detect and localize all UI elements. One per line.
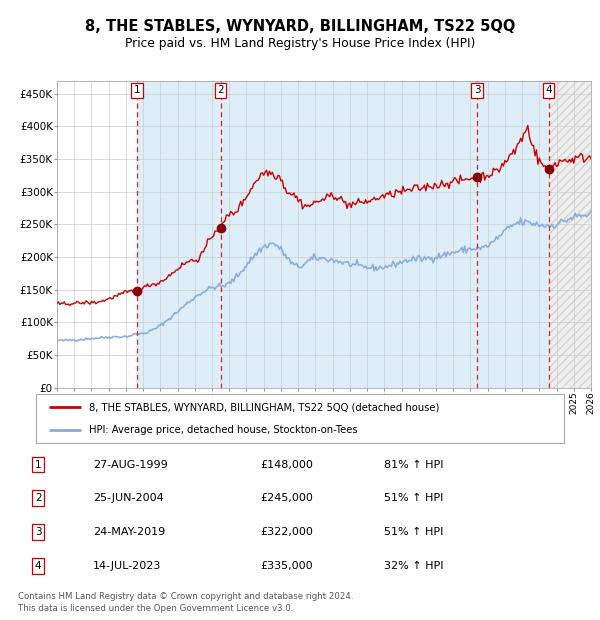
- Text: 8, THE STABLES, WYNYARD, BILLINGHAM, TS22 5QQ (detached house): 8, THE STABLES, WYNYARD, BILLINGHAM, TS2…: [89, 402, 439, 412]
- Text: 2: 2: [217, 86, 224, 95]
- Text: £148,000: £148,000: [260, 459, 313, 469]
- Text: £335,000: £335,000: [260, 561, 313, 571]
- Text: Price paid vs. HM Land Registry's House Price Index (HPI): Price paid vs. HM Land Registry's House …: [125, 37, 475, 50]
- Text: 4: 4: [35, 561, 41, 571]
- FancyBboxPatch shape: [36, 394, 564, 443]
- Text: HPI: Average price, detached house, Stockton-on-Tees: HPI: Average price, detached house, Stoc…: [89, 425, 358, 435]
- Text: 24-MAY-2019: 24-MAY-2019: [93, 527, 165, 537]
- Text: 32% ↑ HPI: 32% ↑ HPI: [384, 561, 443, 571]
- Text: 8, THE STABLES, WYNYARD, BILLINGHAM, TS22 5QQ: 8, THE STABLES, WYNYARD, BILLINGHAM, TS2…: [85, 19, 515, 33]
- Text: £245,000: £245,000: [260, 494, 313, 503]
- Text: 27-AUG-1999: 27-AUG-1999: [93, 459, 167, 469]
- Text: 1: 1: [134, 86, 140, 95]
- Text: £322,000: £322,000: [260, 527, 313, 537]
- Text: Contains HM Land Registry data © Crown copyright and database right 2024.
This d: Contains HM Land Registry data © Crown c…: [18, 592, 353, 613]
- Text: 3: 3: [474, 86, 481, 95]
- Text: 51% ↑ HPI: 51% ↑ HPI: [384, 527, 443, 537]
- Text: 81% ↑ HPI: 81% ↑ HPI: [384, 459, 443, 469]
- Text: 3: 3: [35, 527, 41, 537]
- Text: 1: 1: [35, 459, 41, 469]
- Text: 51% ↑ HPI: 51% ↑ HPI: [384, 494, 443, 503]
- Bar: [548, 81, 591, 388]
- Text: 4: 4: [545, 86, 552, 95]
- Bar: [137, 81, 221, 388]
- Text: 25-JUN-2004: 25-JUN-2004: [93, 494, 164, 503]
- Bar: [477, 81, 548, 388]
- Text: 2: 2: [35, 494, 41, 503]
- Text: 14-JUL-2023: 14-JUL-2023: [93, 561, 161, 571]
- Bar: [221, 81, 477, 388]
